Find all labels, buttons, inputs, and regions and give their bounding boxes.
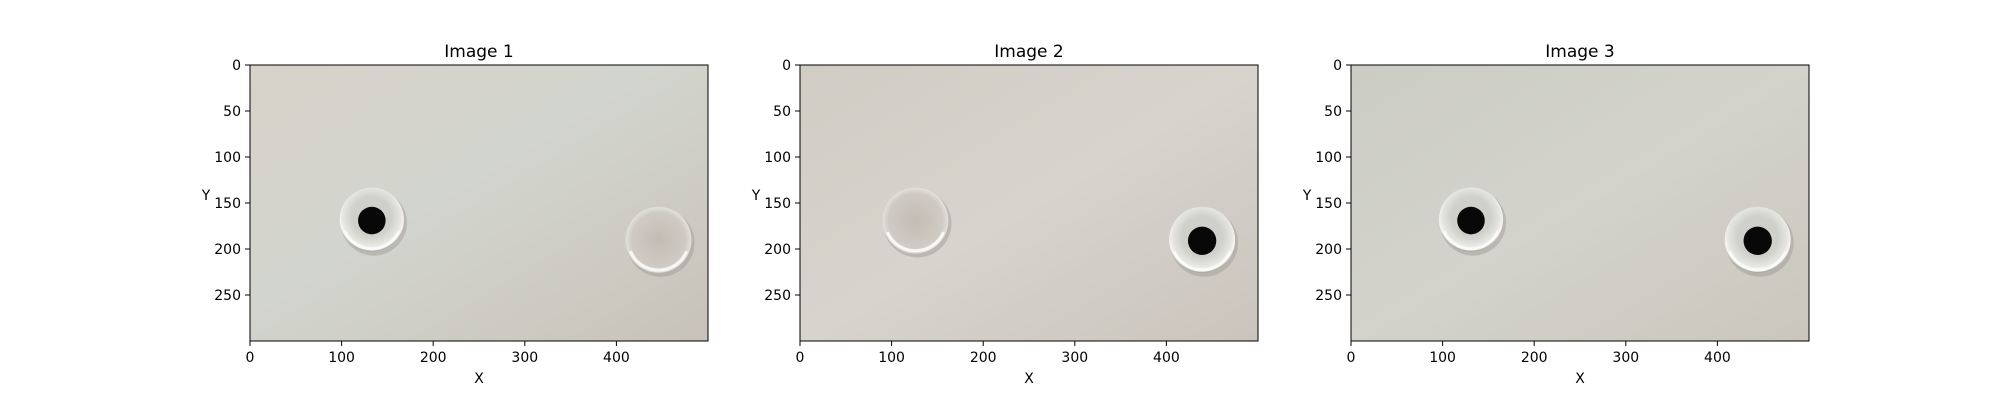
- x-tick-label: 200: [420, 350, 447, 366]
- empty-well: [625, 206, 695, 277]
- y-axis-label: Y: [751, 188, 761, 204]
- well-dark-spot: [1743, 226, 1772, 255]
- x-tick-label: 400: [1153, 350, 1180, 366]
- x-tick-label: 100: [1429, 350, 1456, 366]
- y-tick-label: 150: [214, 196, 241, 212]
- photo-background: [250, 65, 708, 341]
- y-tick-label: 50: [773, 104, 791, 120]
- panel-title: Image 3: [1545, 42, 1614, 62]
- photo-background: [1351, 65, 1809, 341]
- x-tick-label: 100: [328, 350, 355, 366]
- y-tick-label: 100: [1315, 150, 1342, 166]
- x-tick-label: 300: [1612, 350, 1639, 366]
- y-tick-label: 200: [214, 242, 241, 258]
- well-highlight: [343, 230, 401, 251]
- well-rim: [625, 206, 692, 273]
- well-highlight: [886, 231, 945, 253]
- filled-well: [339, 187, 407, 256]
- x-tick-label: 400: [603, 350, 630, 366]
- y-tick-label: 150: [1315, 196, 1342, 212]
- well-dark-spot: [358, 206, 386, 235]
- y-tick-label: 0: [782, 58, 791, 74]
- x-tick-label: 300: [511, 350, 538, 366]
- x-tick-label: 200: [970, 350, 997, 366]
- y-tick-label: 250: [214, 288, 241, 304]
- y-tick-label: 150: [764, 196, 791, 212]
- x-axis-label: X: [474, 371, 484, 387]
- x-axis-label: X: [1024, 371, 1034, 387]
- well-highlight: [1442, 230, 1500, 251]
- panel-2: 0 100 200 300 400 0 50 100 150 200 250 Image 2 X Y: [751, 42, 1259, 387]
- y-tick-label: 200: [1315, 242, 1342, 258]
- y-tick-label: 50: [1324, 104, 1342, 120]
- empty-well: [882, 187, 952, 258]
- y-tick-label: 200: [764, 242, 791, 258]
- photo-background: [800, 65, 1258, 341]
- well-highlight: [1172, 250, 1232, 272]
- panel-title: Image 2: [994, 42, 1063, 62]
- y-tick-label: 250: [764, 288, 791, 304]
- y-axis-label: Y: [1302, 188, 1312, 204]
- filled-well: [1169, 206, 1239, 277]
- x-tick-label: 0: [1347, 350, 1356, 366]
- x-tick-label: 400: [1704, 350, 1731, 366]
- y-tick-label: 50: [223, 104, 241, 120]
- x-tick-label: 100: [878, 350, 905, 366]
- well-rim: [882, 187, 949, 254]
- x-tick-label: 300: [1061, 350, 1088, 366]
- panel-3: 0 100 200 300 400 0 50 100 150 200 250 Image 3 X Y: [1302, 42, 1810, 387]
- well-dark-spot: [1457, 206, 1485, 235]
- filled-well: [1438, 187, 1507, 256]
- x-axis-label: X: [1575, 371, 1585, 387]
- panel-title: Image 1: [444, 42, 513, 62]
- y-tick-label: 0: [1333, 58, 1342, 74]
- panel-1: 0 100 200 300 400 0 50 100 150 200 250 Image 1 X Y: [201, 42, 709, 387]
- x-tick-label: 0: [796, 350, 805, 366]
- well-highlight: [629, 250, 688, 272]
- x-tick-label: 0: [246, 350, 255, 366]
- y-tick-label: 100: [764, 150, 791, 166]
- x-tick-label: 200: [1521, 350, 1548, 366]
- well-dark-spot: [1187, 226, 1217, 255]
- filled-well: [1724, 206, 1794, 277]
- y-axis-label: Y: [201, 188, 211, 204]
- well-highlight: [1728, 250, 1788, 272]
- y-tick-label: 0: [232, 58, 241, 74]
- y-tick-label: 250: [1315, 288, 1342, 304]
- y-tick-label: 100: [214, 150, 241, 166]
